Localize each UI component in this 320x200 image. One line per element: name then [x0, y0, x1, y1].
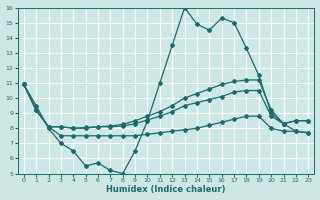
X-axis label: Humidex (Indice chaleur): Humidex (Indice chaleur) — [106, 185, 226, 194]
